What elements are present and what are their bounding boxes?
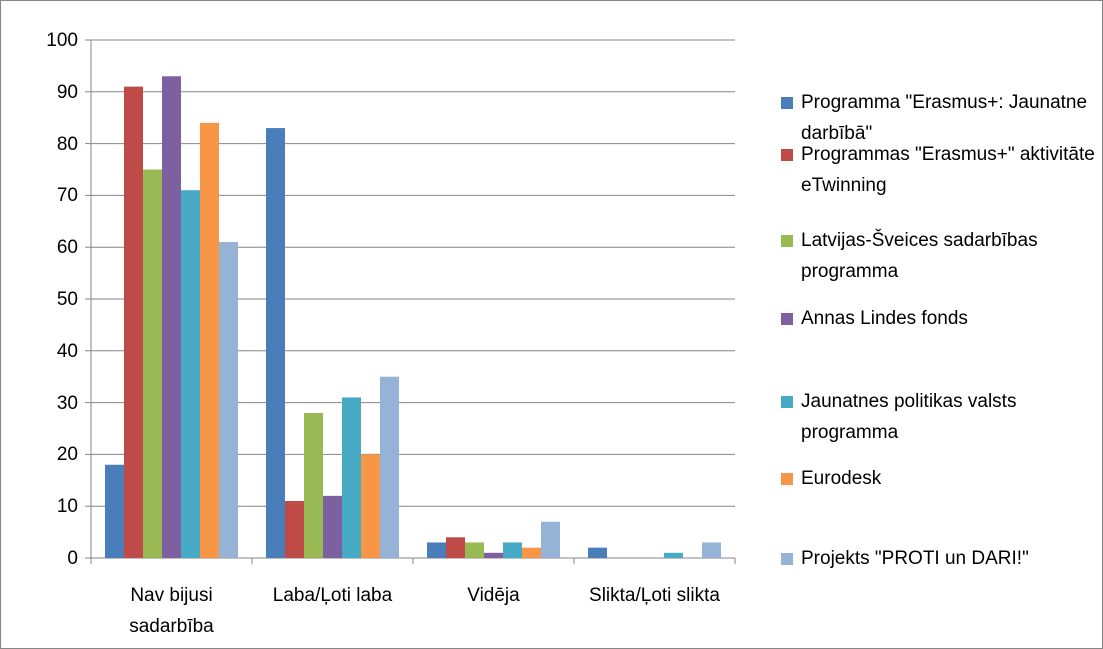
legend-label: Programmas "Erasmus+" aktivitāte eTwinni… [801,144,1095,196]
y-tick-label: 20 [56,444,78,466]
x-tick-label: Laba/Ļoti laba [272,585,393,606]
legend-label: Jaunatnes politikas valsts programma [801,391,1017,443]
x-tick-label: Nav bijusi sadarbība [129,585,214,637]
y-tick-label: 70 [56,185,78,207]
y-tick-label: 10 [56,496,78,518]
bar [664,552,683,558]
legend-swatch [781,553,793,565]
bar [484,552,503,558]
x-tick-label: Slikta/Ļoti slikta [589,585,720,606]
bar [380,376,399,558]
legend-swatch [781,149,793,161]
bar [219,242,238,558]
y-tick-label: 0 [67,548,78,569]
y-tick-label: 100 [46,30,78,51]
y-tick-label: 90 [56,81,78,103]
y-tick-label: 80 [56,133,78,155]
legend-label: Annas Lindes fonds [801,308,968,329]
bar [702,542,721,558]
legend-swatch [781,235,793,247]
y-tick-label: 40 [56,340,78,362]
bar [465,542,484,558]
bar [266,128,285,558]
legend-label: Eurodesk [801,468,882,489]
bar [588,547,607,558]
bar [361,454,380,558]
legend-swatch [781,473,793,485]
y-tick-label: 60 [56,237,78,259]
legend-label: Projekts "PROTI un DARI!" [801,548,1029,569]
bar [446,537,465,558]
bar [503,542,522,558]
legend-swatch [781,313,793,325]
y-tick-label: 30 [56,392,78,414]
bar [323,495,342,558]
bar [427,542,446,558]
bar [143,169,162,558]
bar [541,521,560,558]
bar [200,122,219,558]
legend-label: Programma "Erasmus+: Jaunatne darbībā" [801,92,1088,144]
bar [285,501,304,558]
bar [162,76,181,558]
legend-label: Latvijas-Šveices sadarbības programma [801,230,1038,282]
legend-swatch [781,97,793,109]
bar [124,86,143,559]
bar [342,397,361,558]
bar [522,547,541,558]
bar [105,464,124,558]
bar [181,190,200,558]
bar [304,412,323,558]
legend-swatch [781,396,793,408]
x-tick-label: Vidēja [467,585,520,606]
y-tick-label: 50 [56,289,78,310]
